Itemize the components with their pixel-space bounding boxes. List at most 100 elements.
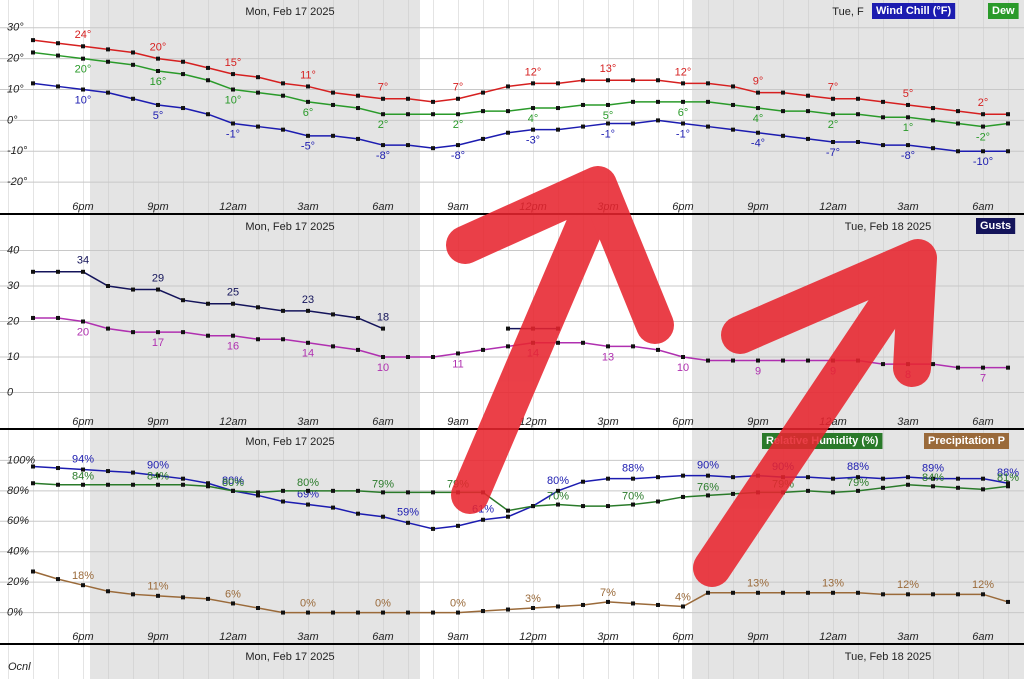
data-point [331,133,335,138]
x-tick-label: 3pm [597,631,618,643]
series-line [32,465,1009,530]
data-point [131,482,135,487]
data-point [206,112,210,117]
data-point [81,467,85,472]
x-tick-label: 12am [219,416,247,428]
data-label: -5° [301,141,315,153]
data-label: 5° [153,110,164,122]
data-point [781,590,785,595]
data-point [831,490,835,495]
data-label: 10 [677,362,689,374]
data-label: 0% [375,597,391,609]
data-point [31,38,35,43]
x-tick-label: 6pm [672,416,693,428]
date-label: Tue, F [832,6,864,18]
data-point [881,143,885,148]
data-label: 0% [300,597,316,609]
data-point [731,475,735,480]
data-point [481,517,485,522]
y-tick-label: 30° [7,22,24,34]
data-point [556,488,560,493]
data-label: 88% [847,461,869,473]
data-point [506,326,510,331]
x-tick-label: 6pm [72,631,93,643]
data-point [56,482,60,487]
date-label: Tue, Feb 18 2025 [845,221,931,233]
data-point [681,473,685,478]
date-label: Mon, Feb 17 2025 [245,651,334,663]
data-point [356,136,360,141]
data-point [206,481,210,486]
data-point [356,610,360,615]
legend-label: Precipitation P [928,435,1005,447]
data-point [306,610,310,615]
data-label: 5° [903,88,914,100]
data-point [56,577,60,582]
data-point [781,90,785,95]
data-point [156,593,160,598]
data-point [631,121,635,126]
data-label: 88% [622,463,644,475]
data-point [756,130,760,135]
data-label: 94% [72,453,94,465]
data-point [1006,484,1010,489]
data-point [181,595,185,600]
data-point [431,146,435,151]
y-tick-label: 20% [6,576,29,588]
data-point [606,121,610,126]
data-label: -4° [751,138,765,150]
x-tick-label: 6am [972,416,993,428]
data-point [706,99,710,104]
legend-item: Gusts [976,218,1016,234]
data-point [956,592,960,597]
data-point [756,358,760,363]
data-point [731,590,735,595]
data-point [556,81,560,86]
data-point [331,344,335,349]
data-point [681,99,685,104]
data-point [206,484,210,489]
x-tick-label: 9am [447,631,468,643]
data-point [106,284,110,288]
x-tick-label: 6pm [72,201,93,213]
data-point [881,476,885,481]
data-point [731,84,735,89]
data-label: 59% [397,507,419,519]
data-point [906,102,910,107]
data-point [106,469,110,474]
data-point [631,601,635,606]
data-point [781,358,785,363]
data-label: 70% [547,490,569,502]
data-point [531,606,535,611]
y-tick-label: 0% [7,606,23,618]
data-point [956,149,960,154]
y-tick-label: 10 [7,351,20,363]
data-label: 11 [452,358,463,370]
data-point [831,96,835,101]
data-point [231,72,235,77]
data-label: 88% [997,467,1019,479]
legend-swatch [924,433,1010,449]
y-tick-label: 20 [6,315,20,327]
data-point [356,488,360,493]
data-point [981,476,985,481]
data-point [356,347,360,352]
data-point [206,301,210,306]
data-label: 18% [72,570,94,582]
data-label: 20 [77,326,89,338]
data-point [356,93,360,98]
data-point [356,315,360,320]
data-point [256,493,260,498]
y-tick-label: 80% [7,485,29,497]
y-tick-label: 0 [7,386,14,398]
x-tick-label: 9am [447,416,468,428]
data-point [381,326,385,331]
x-tick-label: 12am [219,631,247,643]
data-label: 23 [302,294,314,306]
data-point [981,124,985,129]
data-point [356,511,360,516]
data-point [131,330,135,335]
data-point [331,90,335,95]
data-point [306,502,310,507]
data-point [1006,365,1010,370]
